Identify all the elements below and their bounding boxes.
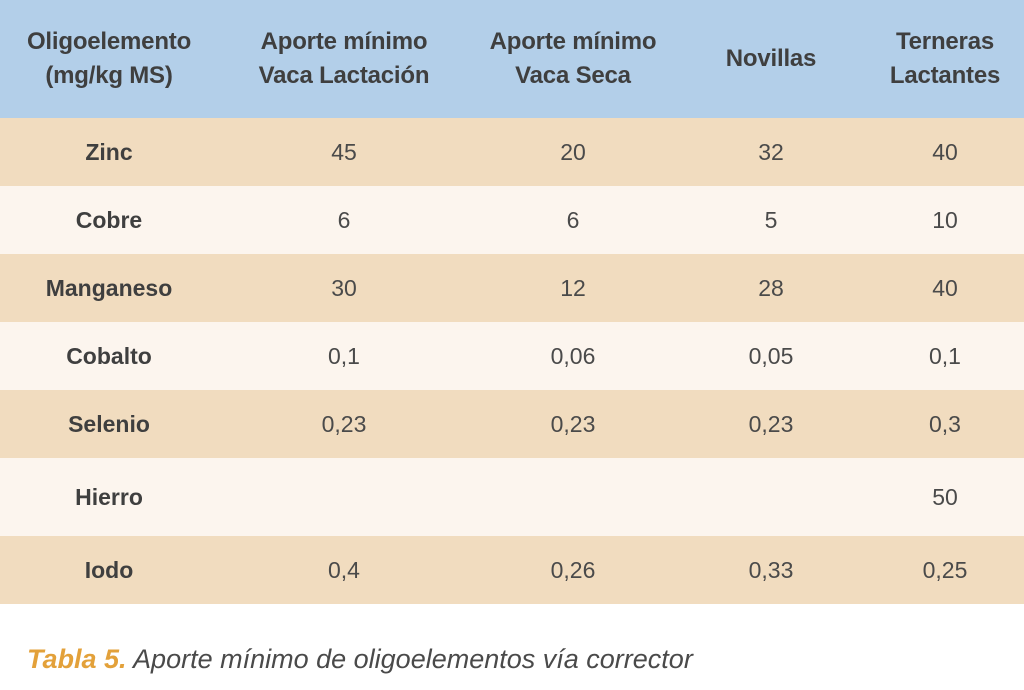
cell-value: 5 [764, 206, 778, 233]
cell-value: 0,25 [922, 556, 968, 583]
header-line: Aporte mínimo [489, 28, 657, 55]
cell-value: 40 [932, 274, 958, 301]
header-terneras: Terneras Lactantes [866, 0, 1024, 118]
row-name: Iodo [84, 556, 134, 583]
cell-value: 10 [932, 206, 958, 233]
cell-value: 0,4 [328, 556, 360, 583]
header-line: Aporte mínimo [260, 28, 428, 55]
cell-value: 0,3 [929, 410, 961, 437]
oligoelementos-table: Oligoelemento (mg/kg MS) Aporte mínimo Vac… [0, 0, 1024, 604]
header-line: Oligoelemento [26, 28, 192, 55]
table-row: Manganeso 30 12 28 40 [0, 254, 1024, 322]
row-name: Hierro [75, 483, 143, 510]
header-line: Novillas [725, 45, 817, 72]
table-row: Iodo 0,4 0,26 0,33 0,25 [0, 536, 1024, 604]
header-novillas: Novillas [676, 0, 866, 118]
cell-value: 6 [566, 206, 580, 233]
row-name: Selenio [68, 410, 150, 437]
cell-value: 40 [932, 138, 958, 165]
header-vaca-seca: Aporte mínimo Vaca Seca [470, 0, 676, 118]
cell-value: 0,23 [748, 410, 794, 437]
cell-value: 12 [560, 274, 586, 301]
cell-value: 0,33 [748, 556, 794, 583]
cell-value: 0,1 [929, 342, 961, 369]
header-line: Terneras [895, 28, 994, 55]
cell-value: 30 [331, 274, 357, 301]
table-caption: Tabla 5. Aporte mínimo de oligoelementos… [27, 644, 693, 675]
header-line: Vaca Seca [515, 62, 631, 89]
cell-value: 0,26 [550, 556, 596, 583]
header-line: Vaca Lactación [258, 62, 430, 89]
table-row: Hierro 50 [0, 458, 1024, 536]
header-line: (mg/kg MS) [45, 62, 173, 89]
oligoelementos-table-container: Oligoelemento (mg/kg MS) Aporte mínimo Vac… [0, 0, 1024, 604]
cell-value: 0,06 [550, 342, 596, 369]
header-row: Oligoelemento (mg/kg MS) Aporte mínimo Vac… [0, 0, 1024, 118]
cell-value [218, 458, 470, 536]
header-vaca-lactacion: Aporte mínimo Vaca Lactación [218, 0, 470, 118]
table-header: Oligoelemento (mg/kg MS) Aporte mínimo Vac… [0, 0, 1024, 118]
cell-value: 50 [932, 483, 958, 510]
cell-value: 0,23 [550, 410, 596, 437]
table-row: Cobalto 0,1 0,06 0,05 0,1 [0, 322, 1024, 390]
cell-value: 28 [758, 274, 784, 301]
cell-value: 0,05 [748, 342, 794, 369]
cell-value: 0,1 [328, 342, 360, 369]
row-name: Manganeso [45, 274, 173, 301]
header-line: Lactantes [889, 62, 1001, 89]
table-row: Zinc 45 20 32 40 [0, 118, 1024, 186]
header-oligoelemento: Oligoelemento (mg/kg MS) [0, 0, 218, 118]
cell-value: 32 [758, 138, 784, 165]
table-body: Zinc 45 20 32 40 Cobre 6 6 5 10 Manganes… [0, 118, 1024, 604]
row-name: Cobre [75, 206, 143, 233]
cell-value: 0,23 [321, 410, 367, 437]
cell-value: 20 [560, 138, 586, 165]
cell-value [470, 458, 676, 536]
row-name: Zinc [85, 138, 133, 165]
caption-text: Aporte mínimo de oligoelementos vía corr… [126, 644, 693, 674]
caption-label: Tabla 5. [27, 644, 127, 674]
cell-value: 45 [331, 138, 357, 165]
table-row: Selenio 0,23 0,23 0,23 0,3 [0, 390, 1024, 458]
table-row: Cobre 6 6 5 10 [0, 186, 1024, 254]
cell-value: 6 [337, 206, 351, 233]
cell-value [676, 458, 866, 536]
row-name: Cobalto [66, 342, 152, 369]
